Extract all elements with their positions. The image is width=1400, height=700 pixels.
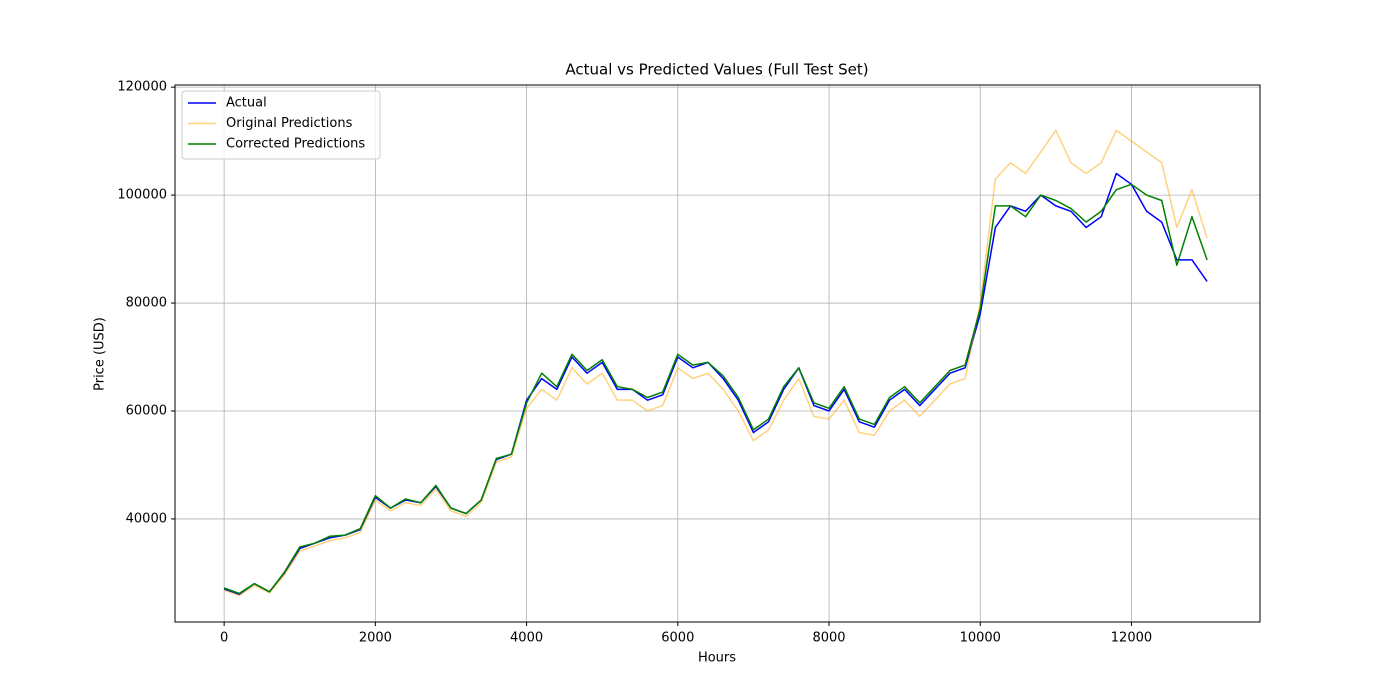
x-axis-label: Hours: [698, 651, 736, 666]
x-tick-label: 4000: [510, 631, 543, 646]
plot-frame: [174, 84, 1261, 623]
x-tick-label: 12000: [1111, 631, 1152, 646]
y-tick-label: 80000: [126, 296, 167, 311]
y-axis-label: Price (USD): [93, 317, 108, 391]
x-tick-label: 2000: [359, 631, 392, 646]
series-line: [223, 129, 1208, 597]
series-line: [223, 183, 1208, 595]
legend-box: [181, 90, 381, 160]
series-line: [223, 172, 1208, 596]
y-tick-label: 120000: [117, 80, 167, 95]
y-tick-label: 60000: [126, 403, 167, 418]
legend-label: Actual: [226, 96, 267, 111]
legend-label: Original Predictions: [226, 116, 353, 131]
y-tick-label: 100000: [117, 188, 167, 203]
x-tick-label: 0: [220, 631, 228, 646]
x-tick-label: 6000: [661, 631, 694, 646]
y-tick-label: 40000: [126, 511, 167, 526]
x-tick-label: 10000: [960, 631, 1001, 646]
x-tick-label: 8000: [812, 631, 845, 646]
chart-title: Actual vs Predicted Values (Full Test Se…: [565, 61, 868, 79]
legend-label: Corrected Predictions: [226, 137, 365, 152]
